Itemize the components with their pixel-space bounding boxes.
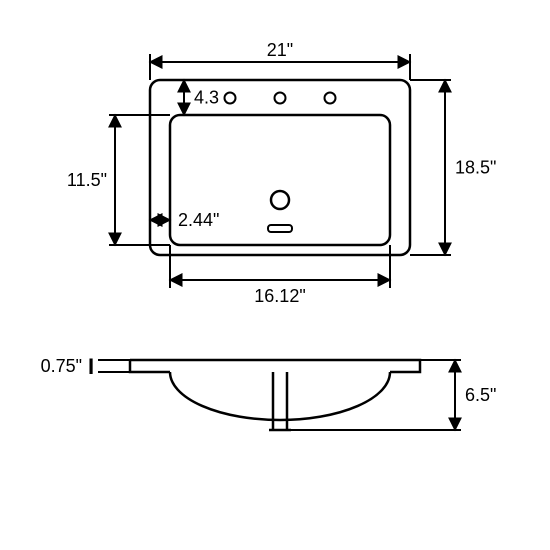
dimension-right-height: 18.5" bbox=[410, 80, 496, 255]
faucet-hole-left bbox=[225, 93, 236, 104]
dimension-label-21: 21" bbox=[267, 40, 293, 60]
dimension-label-0-75: 0.75" bbox=[41, 356, 82, 376]
dimension-label-2-44: 2.44" bbox=[178, 210, 219, 230]
dimension-label-6-5: 6.5" bbox=[465, 385, 496, 405]
sink-lip bbox=[130, 360, 420, 372]
drain-hole bbox=[271, 191, 289, 209]
dimension-label-11-5: 11.5" bbox=[67, 170, 107, 190]
dimension-left-height: 11.5" bbox=[67, 115, 170, 245]
sink-bowl-arc bbox=[170, 372, 390, 420]
dimension-label-18-5: 18.5" bbox=[455, 158, 496, 178]
faucet-hole-center bbox=[275, 93, 286, 104]
dimension-ibeam-icon: I bbox=[88, 354, 94, 379]
sink-technical-drawing: 21" 4.3 11.5" 18.5" 2.44" 16.12" bbox=[0, 0, 550, 550]
dimension-2-44: 2.44" bbox=[150, 210, 219, 230]
dimension-label-4-3: 4.3 bbox=[194, 88, 219, 108]
overflow-slot bbox=[268, 225, 292, 232]
dimension-lip: I 0.75" bbox=[41, 354, 130, 379]
drain-pipe bbox=[269, 372, 291, 430]
faucet-hole-right bbox=[325, 93, 336, 104]
dimension-depth: 6.5" bbox=[291, 360, 496, 430]
side-view bbox=[130, 360, 420, 430]
dimension-top-width: 21" bbox=[150, 40, 410, 80]
dimension-4-3: 4.3 bbox=[178, 80, 219, 115]
dimension-label-16-12: 16.12" bbox=[254, 286, 305, 306]
